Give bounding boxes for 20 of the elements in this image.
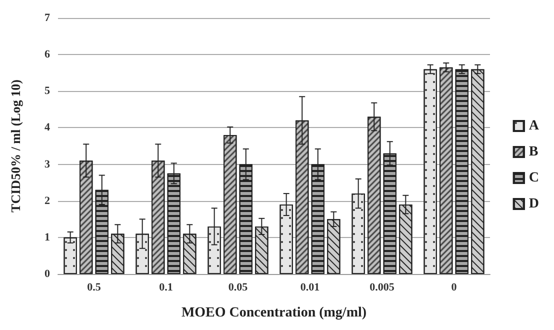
- x-tick-label: 0.005: [370, 282, 395, 294]
- y-tick-label: 5: [44, 85, 50, 98]
- legend-label: D: [528, 196, 540, 212]
- y-tick-label: 7: [44, 12, 50, 24]
- legend-label: C: [528, 170, 540, 186]
- y-tick-label: 1: [44, 231, 50, 244]
- x-tick-label: 0.01: [300, 282, 320, 294]
- legend-label: B: [528, 144, 538, 160]
- x-tick-label: 0.05: [228, 282, 248, 294]
- y-tick-label: 4: [44, 122, 50, 134]
- x-tick-label: 0.1: [159, 282, 173, 294]
- y-tick-label: 2: [44, 194, 50, 207]
- x-tick-label: 0.5: [87, 282, 102, 294]
- x-tick-label: 0: [451, 282, 458, 294]
- y-tick-label: 3: [44, 158, 50, 170]
- y-tick-label: 0: [44, 268, 50, 280]
- legend-label: A: [528, 118, 540, 134]
- y-axis-title: TCID50% / ml (Log 10): [8, 80, 23, 212]
- y-tick-label: 6: [44, 48, 50, 61]
- x-axis-title: MOEO Concentration (mg/ml): [181, 306, 367, 320]
